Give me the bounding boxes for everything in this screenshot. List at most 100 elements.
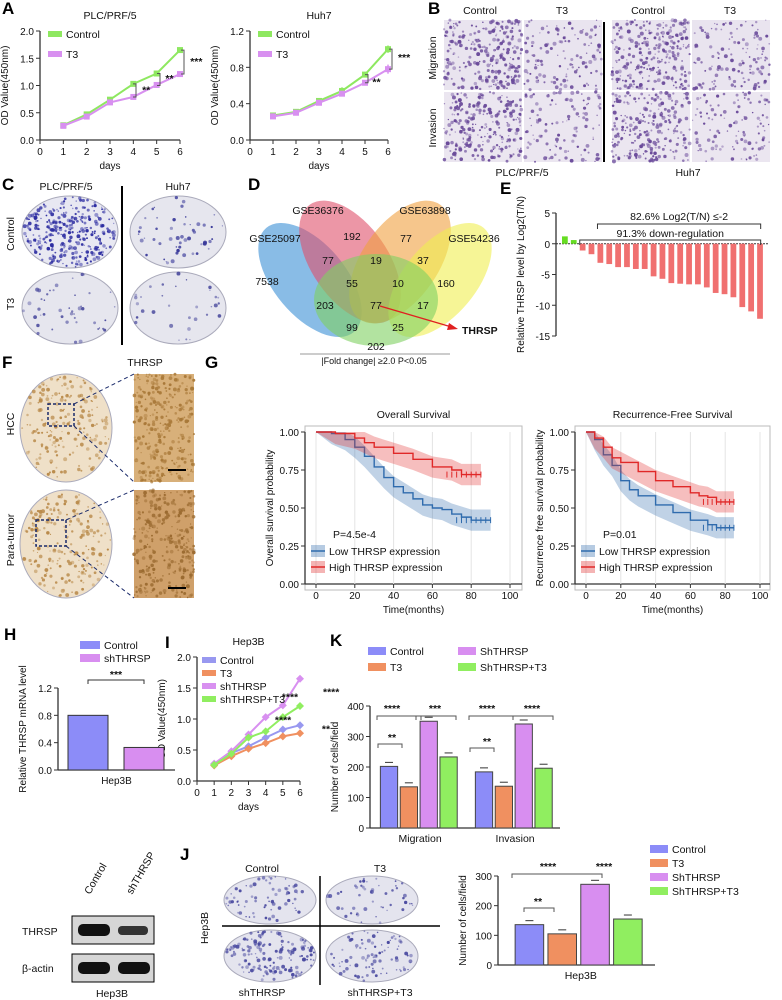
cell-dot [178, 519, 181, 522]
cell-dot [710, 27, 713, 30]
series-line-T3 [62, 73, 181, 127]
cell-dot [156, 473, 159, 476]
cell-dot [228, 900, 232, 904]
cell-dot [97, 237, 102, 241]
cell-dot [49, 289, 51, 292]
x-tick-label: 0 [583, 591, 589, 602]
x-tick-label: 5 [280, 788, 286, 799]
venn-set-4 [314, 254, 438, 346]
cell-dot [460, 125, 464, 130]
cell-dot [143, 469, 147, 474]
cell-dot [617, 77, 621, 81]
cell-dot [78, 559, 80, 561]
cell-dot [509, 57, 512, 59]
cell-dot [656, 138, 659, 141]
cell-dot [74, 206, 78, 210]
cell-dot [478, 60, 481, 63]
cell-dot [90, 546, 95, 551]
y-axis-label: OD Value(450nm) [157, 679, 168, 759]
cell-dot [180, 449, 185, 454]
cell-dot [77, 575, 81, 579]
y-tick-label: 0.0 [230, 136, 244, 147]
cell-dot [264, 904, 267, 907]
cell-dot [626, 74, 629, 77]
cell-dot [71, 216, 74, 219]
cell-dot [627, 53, 631, 57]
cell-dot [730, 157, 735, 161]
cell-dot [44, 446, 49, 450]
cell-dot [93, 502, 96, 505]
cell-dot [628, 123, 633, 128]
cell-dot [700, 61, 703, 64]
cell-dot [687, 141, 692, 146]
cell-dot [499, 57, 502, 60]
cell-dot [25, 530, 29, 533]
cell-dot [622, 79, 624, 82]
cell-dot [98, 251, 102, 256]
cell-dot [287, 898, 291, 903]
cell-dot [528, 88, 532, 92]
cell-dot [40, 244, 43, 247]
cell-dot [760, 72, 764, 76]
cell-dot [741, 59, 744, 63]
cell-dot [149, 396, 153, 400]
cell-dot [349, 955, 353, 959]
cell-dot [610, 40, 614, 44]
blot-cell-hep3b: Hep3B [96, 988, 128, 1000]
cell-dot [91, 254, 93, 256]
cell-dot [556, 33, 560, 36]
b-image-migration [610, 18, 692, 91]
cell-dot [182, 459, 184, 461]
cell-dot [575, 54, 579, 58]
cell-dot [737, 41, 741, 45]
cell-dot [659, 113, 662, 117]
cell-dot [620, 26, 623, 29]
cell-dot [89, 226, 93, 230]
cell-dot [62, 212, 65, 214]
cell-dot [59, 258, 62, 261]
cell-dot [756, 116, 760, 120]
significance-bracket [415, 715, 457, 720]
cell-dot [502, 31, 507, 35]
cell-dot [515, 118, 518, 121]
cell-dot [139, 295, 143, 299]
cell-dot [177, 421, 180, 424]
b-image-migration [523, 19, 603, 92]
cell-dot [497, 72, 500, 76]
cell-dot [97, 216, 100, 219]
cell-dot [552, 41, 557, 46]
x-tick-label: 3 [107, 147, 113, 158]
cell-dot [81, 212, 84, 216]
cell-dot [288, 968, 292, 973]
cell-dot [595, 152, 600, 157]
cell-dot [256, 945, 261, 950]
cell-dot [162, 588, 167, 593]
cell-dot [164, 515, 168, 520]
cell-dot [634, 140, 636, 142]
cell-dot [161, 294, 164, 297]
cell-dot [533, 138, 535, 140]
cell-dot [512, 138, 515, 141]
cell-dot [74, 250, 78, 255]
cell-dot [621, 128, 624, 132]
cell-dot [598, 106, 602, 110]
bar [677, 243, 684, 284]
cell-dot [518, 98, 522, 102]
cell-dot [528, 20, 531, 23]
cell-dot [147, 572, 152, 577]
cell-dot [188, 540, 190, 542]
cell-dot [470, 86, 474, 90]
cell-dot [573, 70, 578, 74]
cell-dot [91, 205, 94, 208]
cell-dot [165, 415, 168, 417]
significance-bracket [377, 743, 403, 748]
panel-label-h: H [4, 625, 16, 644]
cell-dot [634, 69, 637, 71]
cell-dot [768, 42, 771, 45]
cell-dot [663, 81, 665, 84]
x-tick-label: 6 [177, 147, 183, 158]
cell-dot [372, 956, 375, 959]
cell-dot [449, 25, 452, 28]
cell-dot [494, 26, 497, 28]
cell-dot [141, 526, 146, 531]
